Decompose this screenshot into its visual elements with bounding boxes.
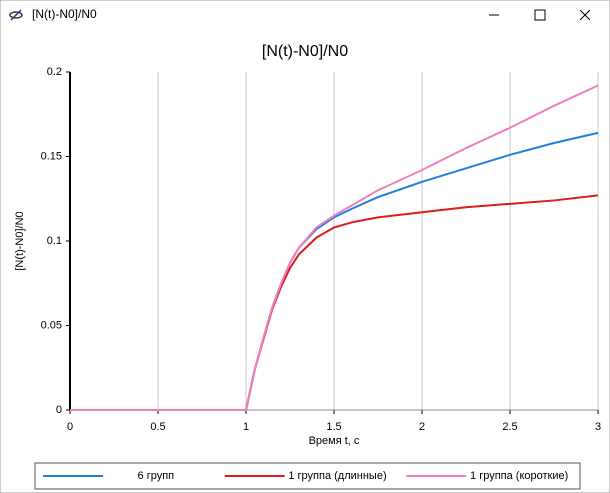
y-tick-label: 0.2	[47, 66, 62, 78]
window-title: [N(t)-N0]/N0	[32, 7, 97, 21]
y-tick-label: 0.15	[41, 150, 62, 162]
legend	[34, 462, 581, 490]
chart-title: [N(t)-N0]/N0	[262, 43, 348, 60]
legend-label: 6 групп	[138, 470, 175, 482]
x-axis-label: Время t, c	[309, 435, 360, 447]
x-tick-label: 1.5	[326, 421, 341, 433]
y-axis-label: [N(t)-N0]/N0	[14, 211, 26, 270]
y-tick-label: 0.1	[47, 235, 62, 247]
x-tick-label: 3	[595, 421, 601, 433]
maximize-button[interactable]	[534, 9, 546, 21]
x-tick-label: 2.5	[502, 421, 517, 433]
series-line	[70, 84, 599, 411]
app-icon	[9, 9, 23, 21]
y-tick-label: 0	[56, 404, 62, 416]
close-button[interactable]	[579, 9, 591, 21]
x-tick-label: 0	[67, 421, 73, 433]
x-tick-label: 2	[419, 421, 425, 433]
legend-label: 1 группа (короткие)	[470, 470, 568, 482]
x-tick-label: 1	[243, 421, 249, 433]
legend-label: 1 группа (длинные)	[288, 470, 386, 482]
x-tick-label: 0.5	[150, 421, 165, 433]
y-tick-label: 0.05	[41, 319, 62, 331]
